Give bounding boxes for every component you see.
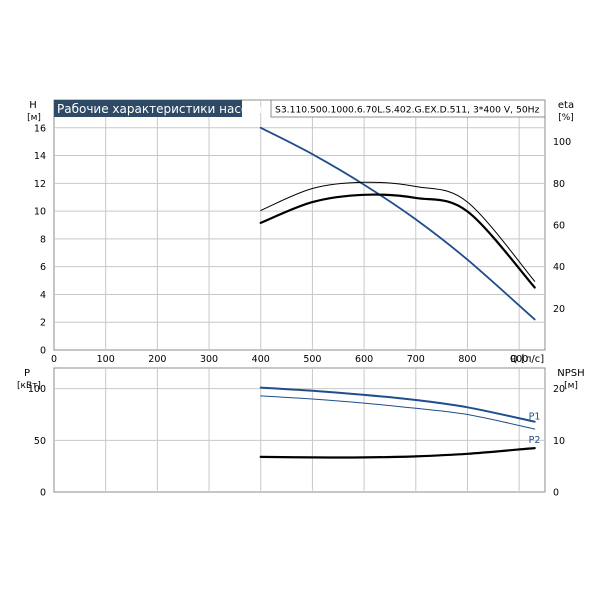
x-tick-label: 100 [97, 354, 115, 365]
y-axis-unit-p: [кВт] [17, 381, 41, 391]
subtitle-box [270, 99, 546, 118]
chart-title: Рабочие характеристики насоса [57, 102, 262, 116]
y-axis-unit-h: [м] [27, 113, 41, 123]
efficiency-curve-thin [260, 181, 536, 282]
efficiency-curve-thick [259, 193, 536, 289]
series-labels: P1 P2 [529, 412, 541, 446]
y-axis-label-h: H [29, 100, 37, 111]
y-tick-label: 8 [40, 234, 46, 245]
y-tick-label: 0 [40, 346, 46, 357]
x-tick-label: 0 [51, 354, 57, 365]
title-box [54, 100, 242, 117]
y-axis-label-p: P [24, 368, 30, 379]
y2-tick-label: 20 [553, 384, 565, 395]
y2-tick-label: 10 [553, 436, 565, 447]
x-tick-label: 800 [458, 354, 476, 365]
chart-subtitle: S3.110.500.1000.6.70L.S.402.G.EX.D.511, … [275, 105, 540, 116]
y-tick-label: 10 [34, 207, 46, 218]
x-tick-label: 700 [407, 354, 425, 365]
y-tick-label: 12 [34, 179, 46, 190]
y2-tick-label: 40 [553, 262, 565, 273]
series-label-p2: P2 [529, 435, 541, 446]
y-tick-label: 2 [40, 318, 46, 329]
head-curve [259, 126, 536, 321]
x-tick-label: 200 [148, 354, 166, 365]
y-tick-label: 4 [40, 290, 46, 301]
x-tick-label: 500 [303, 354, 321, 365]
y2-axis-label-npsh: NPSH [557, 368, 584, 379]
x-tick-label: 900 [510, 354, 528, 365]
y-tick-label: 6 [40, 262, 46, 273]
y2-tick-label: 0 [553, 488, 559, 499]
y-tick-label: 16 [34, 123, 46, 134]
power-curve-p2 [260, 395, 536, 430]
y2-axis-unit-eta: [%] [558, 113, 574, 123]
series-label-p1: P1 [529, 412, 541, 423]
bottom-plot-frame [53, 367, 546, 493]
y-tick-label: 14 [34, 151, 46, 162]
y2-tick-label: 20 [553, 304, 565, 315]
tick-labels: 0 100 200 300 400 500 600 700 800 900024681012141… [28, 123, 571, 498]
npsh-curve [259, 447, 536, 459]
y2-tick-label: 100 [553, 137, 571, 148]
power-curve-p1 [259, 386, 536, 423]
y2-tick-label: 60 [553, 221, 565, 232]
y2-tick-label: 80 [553, 179, 565, 190]
x-tick-label: 400 [252, 354, 270, 365]
bottom-grid [54, 368, 545, 492]
curves [259, 126, 536, 459]
x-tick-label: 300 [200, 354, 218, 365]
y-tick-label: 0 [40, 488, 46, 499]
y2-axis-label-eta: eta [558, 100, 574, 111]
top-grid [54, 100, 545, 350]
top-plot-frame [53, 99, 546, 351]
x-tick-label: 600 [355, 354, 373, 365]
y-tick-label: 100 [28, 384, 46, 395]
x-axis-label: Q [л/с] [510, 354, 544, 365]
y2-axis-unit-npsh: [м] [564, 381, 578, 391]
y-tick-label: 50 [34, 436, 46, 447]
